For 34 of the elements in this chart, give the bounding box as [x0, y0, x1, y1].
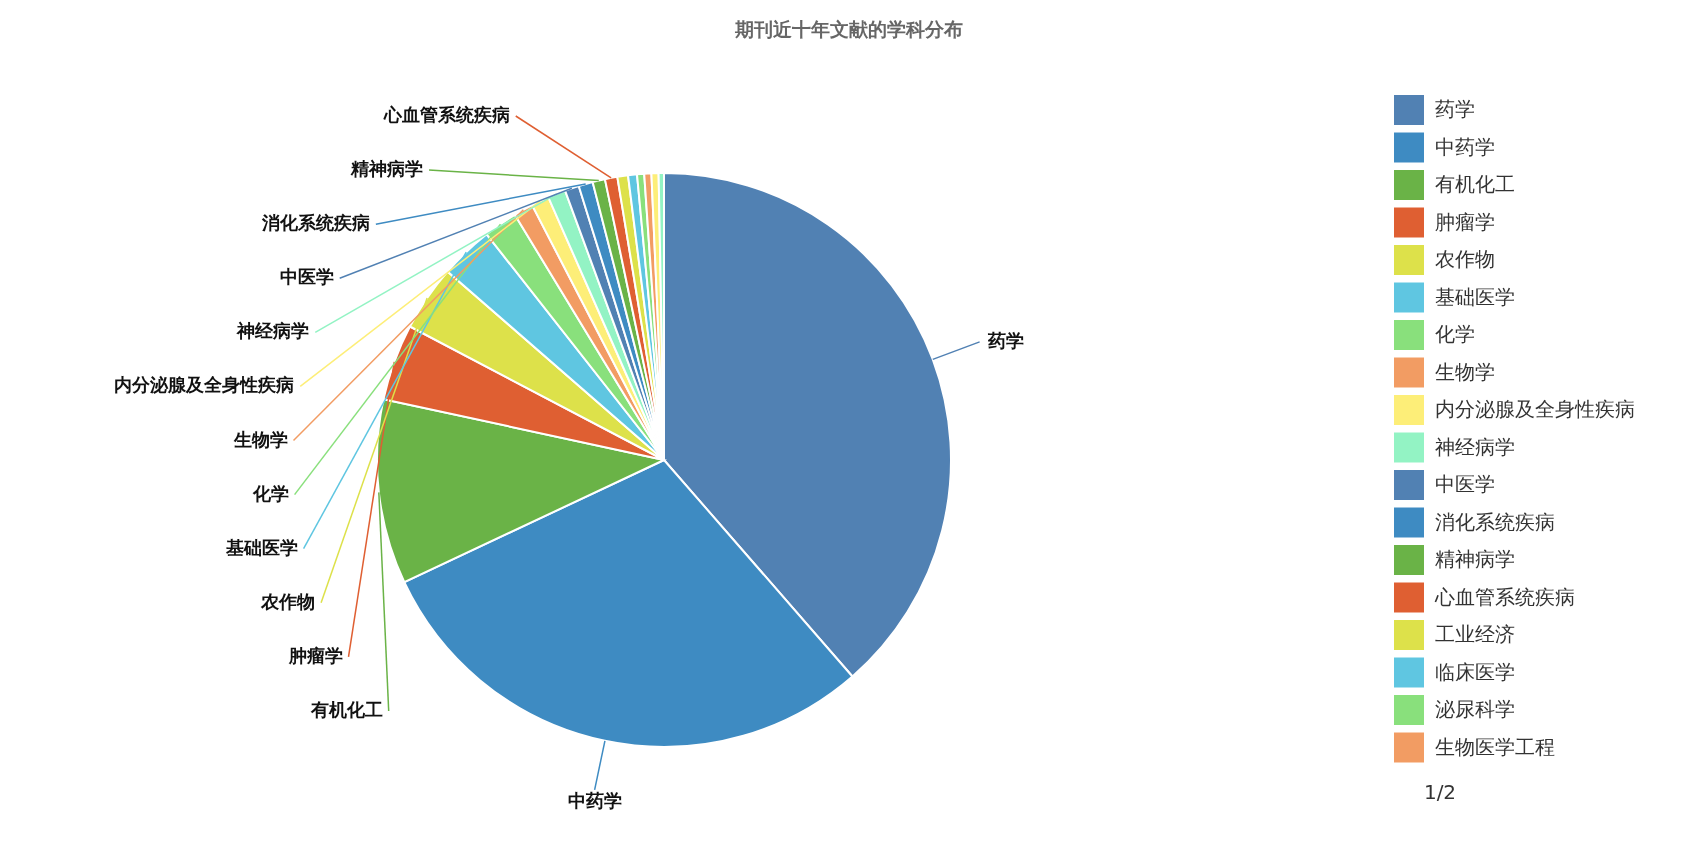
- legend-label: 基础医学: [1435, 284, 1515, 309]
- slice-label: 生物学: [232, 428, 288, 450]
- legend-label: 泌尿科学: [1435, 697, 1515, 721]
- legend-label: 中药学: [1435, 134, 1495, 159]
- slice-label: 中药学: [567, 789, 622, 811]
- slice-label: 肿瘤学: [287, 644, 343, 666]
- slice-label: 消化系统疾病: [260, 212, 370, 234]
- legend-label: 工业经济: [1435, 622, 1515, 646]
- legend-label: 精神病学: [1435, 547, 1515, 571]
- legend-label: 生物学: [1435, 359, 1495, 384]
- slice-label: 有机化工: [309, 699, 383, 720]
- legend-label: 药学: [1435, 97, 1475, 121]
- legend-label: 肿瘤学: [1435, 209, 1495, 234]
- slice-label: 基础医学: [224, 536, 298, 558]
- slice-label: 药学: [986, 329, 1024, 351]
- text: 1/2: [1423, 780, 1457, 804]
- slice-label: 神经病学: [236, 320, 310, 342]
- legend-label: 临床医学: [1435, 659, 1515, 684]
- legend-label: 内分泌腺及全身性疾病: [1435, 397, 1635, 421]
- legend-label: 消化系统疾病: [1435, 509, 1555, 534]
- legend-label: 生物医学工程: [1435, 734, 1555, 759]
- legend-label: 心血管系统疾病: [1434, 584, 1575, 609]
- legend-label: 化学: [1435, 322, 1475, 346]
- slice-label: 化学: [251, 482, 289, 504]
- slice-label: 农作物: [260, 590, 316, 612]
- legend-label: 有机化工: [1435, 172, 1515, 196]
- slice-label: 内分泌腺及全身性疾病: [114, 374, 295, 396]
- legend-label: 农作物: [1435, 247, 1495, 271]
- legend-label: 神经病学: [1435, 434, 1515, 459]
- slice-label: 中医学: [279, 266, 334, 288]
- slice-label: 心血管系统疾病: [382, 104, 510, 125]
- chart-title: 期刊近十年文献的学科分布: [733, 18, 963, 40]
- slice-label: 精神病学: [350, 158, 423, 180]
- legend-label: 中医学: [1435, 472, 1495, 496]
